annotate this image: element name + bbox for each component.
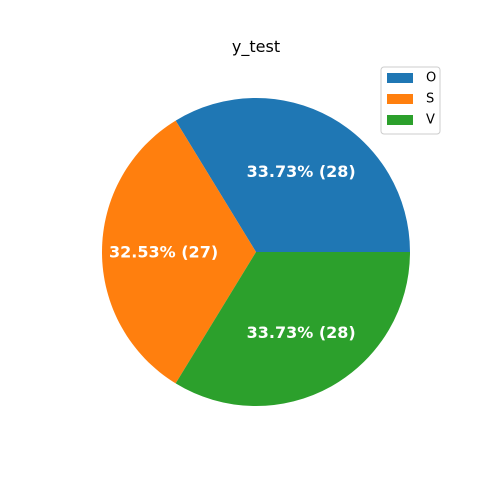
slice-labels: 33.73% (28) 32.53% (27) 33.73% (28) xyxy=(109,162,356,342)
slice-label-O: 33.73% (28) xyxy=(247,162,356,181)
legend-swatch-V xyxy=(387,115,413,125)
slice-label-S: 32.53% (27) xyxy=(109,243,218,262)
pie-slice-V xyxy=(175,252,410,407)
chart-title: y_test xyxy=(232,37,280,57)
pie-slice-S xyxy=(101,120,256,384)
slice-label-V: 33.73% (28) xyxy=(247,323,356,342)
pie-slice-O xyxy=(175,97,410,252)
legend-label-O: O xyxy=(426,71,436,86)
legend-label-S: S xyxy=(426,92,434,107)
legend-swatch-S xyxy=(387,94,413,104)
legend-swatch-O xyxy=(387,73,413,83)
pie-slices xyxy=(101,97,410,407)
legend: OSV xyxy=(380,66,441,135)
legend-label-V: V xyxy=(426,113,435,128)
